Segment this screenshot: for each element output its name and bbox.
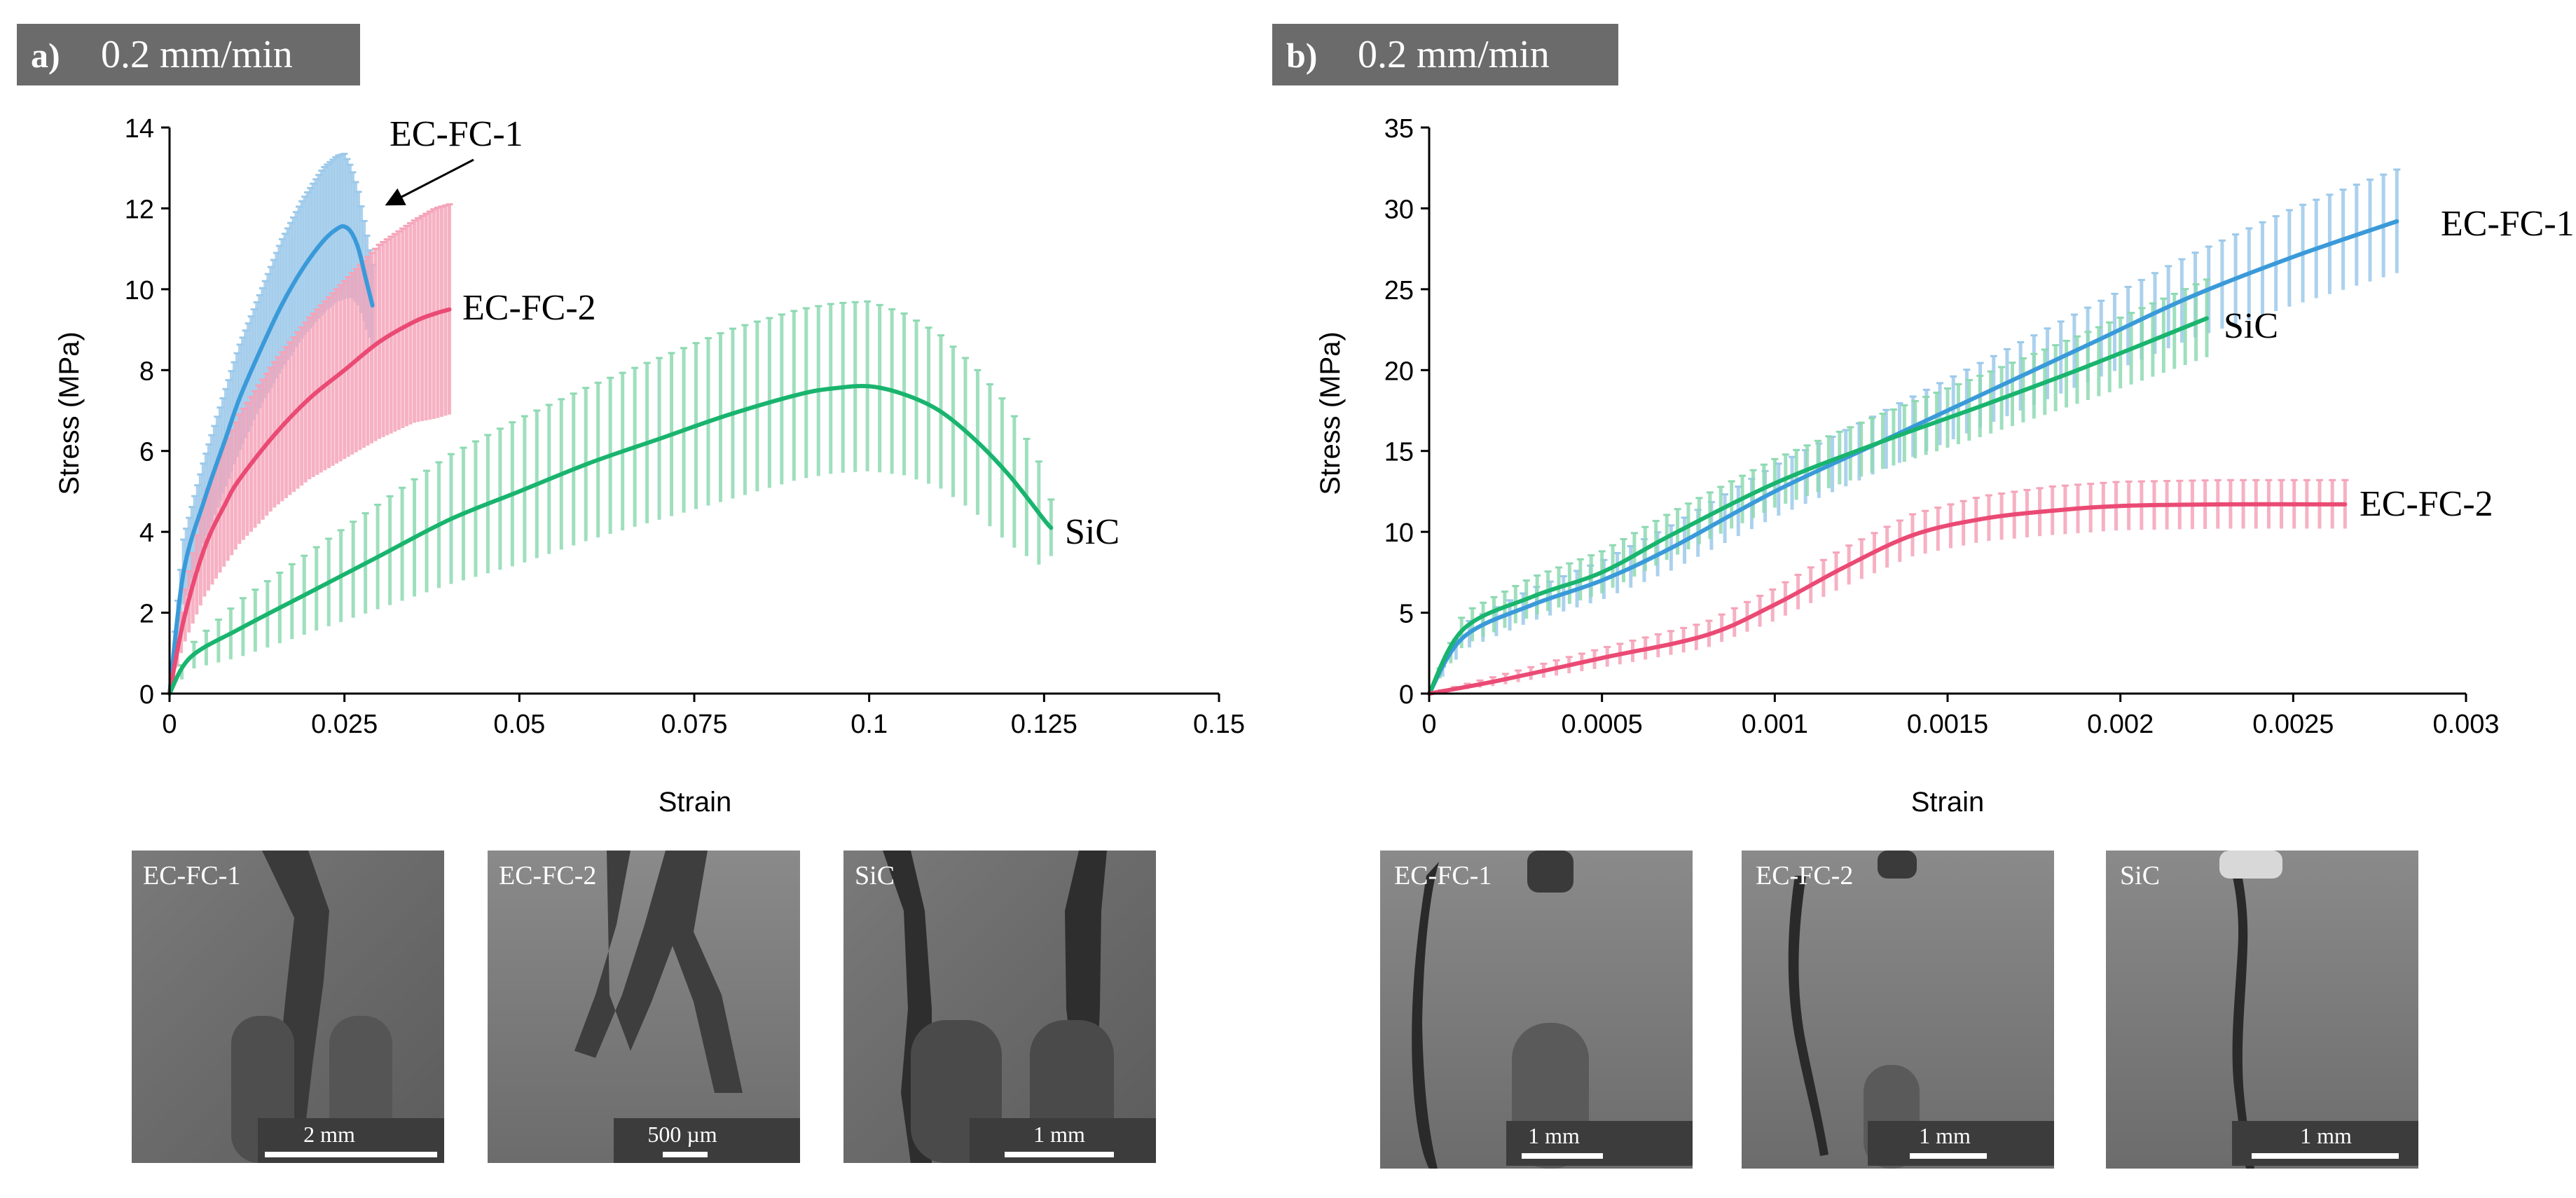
sem-caption-a1: EC-FC-1 [143, 861, 240, 890]
scale-bar-a2 [663, 1152, 708, 1157]
scale-bar-b1 [1522, 1153, 1603, 1159]
panel-b-x-tick-label: 0.001 [1742, 710, 1808, 739]
sem-caption-b3: SiC [2120, 861, 2160, 890]
panel-a-x-tick-label: 0.05 [493, 710, 545, 739]
panel-b-y-tick-label: 35 [1384, 114, 1414, 144]
series-line-sic [167, 383, 1054, 696]
scale-label-b2: 1 mm [1919, 1123, 1971, 1148]
panel-b-x-tick-label: 0.003 [2432, 710, 2499, 739]
sem-notch-b1-top [1527, 851, 1573, 893]
panel-a-y-tick-label: 12 [125, 195, 154, 224]
panel-b-header: 0.2 mm/min [1358, 33, 1550, 76]
panel-b-sem-image-2: EC-FC-2 1 mm [1742, 851, 2054, 1169]
panel-b-y-tick-label: 30 [1384, 195, 1414, 224]
sem-caption-a3: SiC [855, 861, 895, 890]
panel-b-xlabel: Strain [1911, 787, 1985, 818]
panel-a-y-tick-label: 14 [125, 114, 154, 144]
error-bars-sic [1436, 278, 2210, 679]
panel-b-x-tick-label: 0.0005 [1562, 710, 1643, 739]
label-ec-fc-2-b: EC-FC-2 [2360, 484, 2493, 524]
series-line-ec_fc_2 [167, 307, 452, 696]
panel-b-sem-image-3: SiC 1 mm [2106, 851, 2418, 1169]
panel-b-y-tick-label: 10 [1384, 518, 1414, 548]
panel-a-sem-image-2: EC-FC-2 500 µm [488, 851, 800, 1163]
panel-a-x-tick-label: 0 [162, 710, 177, 739]
panel-b-x-tick-label: 0.0015 [1907, 710, 1988, 739]
sem-caption-b2: EC-FC-2 [1756, 861, 1853, 890]
panel-a-header: 0.2 mm/min [101, 33, 293, 76]
scale-bar-a1 [265, 1152, 437, 1157]
panel-a-plot-area: 0 0.025 0.05 0.075 0.1 0.125 0.15 0 2 4 6 8 10 12 14 [125, 114, 1245, 739]
sem-notch-b2-top [1878, 851, 1917, 879]
panel-a-x-tick-label: 0.075 [661, 710, 727, 739]
panel-a-header-bg [17, 24, 360, 85]
series-line-ec_fc_2 [1427, 502, 2348, 696]
panel-a: a) 0.2 mm/min Stress (MPa) Strain 0 0.025… [17, 24, 1245, 1163]
scale-label-b1: 1 mm [1528, 1123, 1580, 1148]
sem-notch-b3-top [2219, 851, 2282, 879]
panel-b-y-tick-label: 0 [1399, 680, 1414, 710]
label-ec-fc-1-a-arrow [385, 158, 474, 206]
panel-b-sem-image-1: EC-FC-1 1 mm [1380, 851, 1693, 1169]
panel-b-y-tick-label: 15 [1384, 438, 1414, 467]
panel-b-letter: b) [1286, 36, 1317, 75]
scale-bar-b2 [1910, 1153, 1987, 1159]
sem-crack-b3 [2226, 851, 2254, 1169]
panel-a-letter: a) [31, 36, 60, 75]
panel-a-xlabel: Strain [659, 787, 732, 818]
panel-a-y-tick-label: 8 [139, 357, 154, 386]
panel-b-header-bg [1272, 24, 1618, 85]
panel-a-y-tick-label: 6 [139, 438, 154, 467]
panel-a-series-labels: EC-FC-1 EC-FC-2 SiC [385, 114, 1120, 552]
sem-caption-a2: EC-FC-2 [499, 861, 596, 890]
panel-a-sem-image-3: SiC 1 mm [843, 851, 1156, 1163]
sem-crack-a2 [574, 851, 743, 1093]
panel-b-series-lines [1427, 219, 2399, 696]
panel-a-sem-image-1: EC-FC-1 2 mm [132, 851, 444, 1163]
panel-a-axes: 0 0.025 0.05 0.075 0.1 0.125 0.15 0 2 4 6 8 10 12 14 [125, 114, 1245, 739]
panel-a-x-tick-label: 0.125 [1011, 710, 1077, 739]
sem-crack-b1 [1412, 862, 1439, 1169]
label-sic-b: SiC [2224, 306, 2278, 346]
panel-a-y-tick-label: 4 [139, 518, 154, 548]
panel-a-x-tick-label: 0.15 [1193, 710, 1245, 739]
error-bars-ec_fc_2 [1438, 478, 2349, 692]
scale-label-a3: 1 mm [1033, 1122, 1085, 1147]
panel-a-y-tick-label: 10 [125, 276, 154, 305]
panel-a-ylabel: Stress (MPa) [54, 331, 85, 495]
panel-a-y-tick-label: 0 [139, 680, 154, 710]
label-ec-fc-1-b: EC-FC-1 [2441, 204, 2575, 244]
scale-label-a2: 500 µm [647, 1122, 717, 1147]
series-line-ec_fc_1 [1427, 219, 2399, 696]
panel-a-x-tick-label: 0.025 [311, 710, 378, 739]
label-ec-fc-2-a: EC-FC-2 [462, 288, 596, 328]
panel-b-x-tick-label: 0.002 [2087, 710, 2154, 739]
panel-b-x-tick-label: 0 [1421, 710, 1436, 739]
panel-a-series-lines [167, 223, 1054, 696]
label-ec-fc-1-a: EC-FC-1 [390, 114, 523, 154]
scale-label-a1: 2 mm [303, 1122, 355, 1147]
label-sic-a: SiC [1065, 512, 1120, 552]
sem-crack-b2 [1788, 876, 1828, 1156]
scale-bar-b3 [2252, 1153, 2399, 1159]
scale-bar-a3 [1005, 1152, 1114, 1157]
panel-b-axes: 0 0.0005 0.001 0.0015 0.002 0.0025 0.003 0 5 10 15… [1384, 114, 2500, 739]
panel-b-y-tick-label: 5 [1399, 600, 1414, 629]
panel-b-series-labels: EC-FC-1 SiC EC-FC-2 [2224, 204, 2575, 524]
panel-a-error-bars [169, 153, 1055, 680]
panel-b-x-tick-label: 0.0025 [2252, 710, 2334, 739]
panel-b-y-tick-label: 25 [1384, 276, 1414, 305]
sem-caption-b1: EC-FC-1 [1394, 861, 1492, 890]
panel-b: b) 0.2 mm/min Stress (MPa) Strain 0 0.000… [1272, 24, 2575, 1169]
panel-b-error-bars [1436, 168, 2401, 692]
series-line-sic [1427, 316, 2209, 696]
panel-a-y-tick-label: 2 [139, 600, 154, 629]
scale-label-b3: 1 mm [2300, 1123, 2352, 1148]
series-line-ec_fc_1 [167, 223, 375, 696]
panel-a-x-tick-label: 0.1 [850, 710, 888, 739]
panel-b-y-tick-label: 20 [1384, 357, 1414, 386]
panel-b-plot-area: 0 0.0005 0.001 0.0015 0.002 0.0025 0.003 0 5 10 15… [1384, 114, 2500, 739]
panel-b-ylabel: Stress (MPa) [1315, 331, 1346, 495]
